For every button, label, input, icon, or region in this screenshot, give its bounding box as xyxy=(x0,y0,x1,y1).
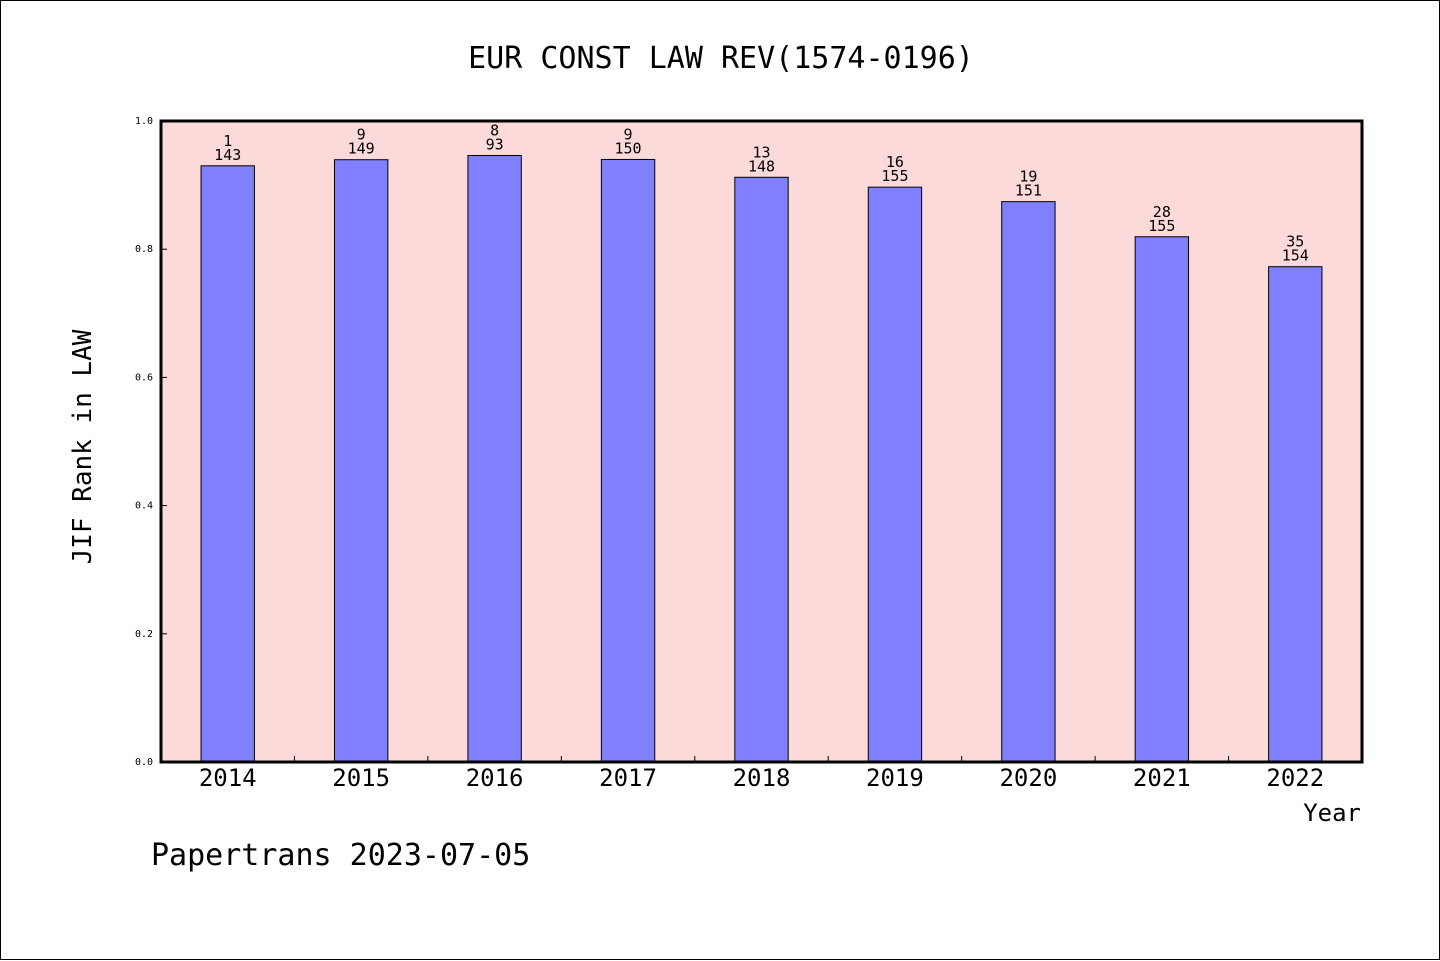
x-tick-label-2019: 2019 xyxy=(866,764,924,792)
x-tick-label-2014: 2014 xyxy=(199,764,257,792)
rank-label-2016: 8 xyxy=(490,121,499,139)
y-axis-label: JIF Rank in LAW xyxy=(68,329,98,564)
x-tick-label-2016: 2016 xyxy=(466,764,524,792)
y-tick-label-1.0: 1.0 xyxy=(135,116,153,127)
total-label-2021: 155 xyxy=(1148,217,1175,235)
x-tick-label-2017: 2017 xyxy=(599,764,657,792)
bar-2020 xyxy=(1001,201,1056,763)
y-axis-ticks: 0.0 0.2 0.4 0.6 0.8 1.0 xyxy=(135,116,167,768)
bar-2017 xyxy=(600,158,656,763)
y-tick-label-0.6: 0.6 xyxy=(135,372,153,383)
x-axis-label: Year xyxy=(1303,799,1361,827)
bar-2014 xyxy=(200,165,255,763)
rank-label-2014: 1 xyxy=(223,132,232,150)
total-label-2016: 93 xyxy=(486,135,504,153)
total-label-2015: 149 xyxy=(348,140,375,158)
rank-label-2015: 9 xyxy=(357,126,366,144)
bar-2022 xyxy=(1268,266,1323,763)
total-label-2017: 150 xyxy=(615,139,642,157)
y-tick-label-0.0: 0.0 xyxy=(135,757,153,768)
y-tick-label-0.2: 0.2 xyxy=(135,629,153,640)
x-axis-ticks: 2014 2015 2016 2017 2018 2019 2020 2021 2022 xyxy=(199,756,1324,792)
rank-label-2020: 19 xyxy=(1019,168,1037,186)
rank-label-2017: 9 xyxy=(624,125,633,143)
x-tick-label-2022: 2022 xyxy=(1266,764,1324,792)
bar-2016 xyxy=(467,154,522,763)
x-tick-label-2018: 2018 xyxy=(733,764,791,792)
chart-title: EUR CONST LAW REV(1574-0196) xyxy=(468,41,974,76)
y-tick-label-0.8: 0.8 xyxy=(135,244,153,255)
rank-label-2021: 28 xyxy=(1153,203,1171,221)
bar-2018 xyxy=(734,176,789,763)
total-label-2022: 154 xyxy=(1282,247,1309,265)
bar-2015 xyxy=(333,159,389,763)
bar-2021 xyxy=(1134,236,1190,763)
total-label-2014: 143 xyxy=(214,146,241,164)
rank-label-2022: 35 xyxy=(1286,233,1304,251)
bar-2019 xyxy=(867,186,923,763)
footer-credit: Papertrans 2023-07-05 xyxy=(151,838,530,873)
plot-border xyxy=(159,119,1364,764)
x-tick-label-2021: 2021 xyxy=(1133,764,1191,792)
x-tick-label-2020: 2020 xyxy=(999,764,1057,792)
x-tick-label-2015: 2015 xyxy=(332,764,390,792)
rank-label-2019: 16 xyxy=(886,153,904,171)
total-label-2018: 148 xyxy=(748,157,775,175)
bars xyxy=(200,154,1323,763)
y-tick-label-0.4: 0.4 xyxy=(135,501,153,512)
total-label-2019: 155 xyxy=(881,167,908,185)
total-label-2020: 151 xyxy=(1015,182,1042,200)
rank-label-2018: 13 xyxy=(752,143,770,161)
